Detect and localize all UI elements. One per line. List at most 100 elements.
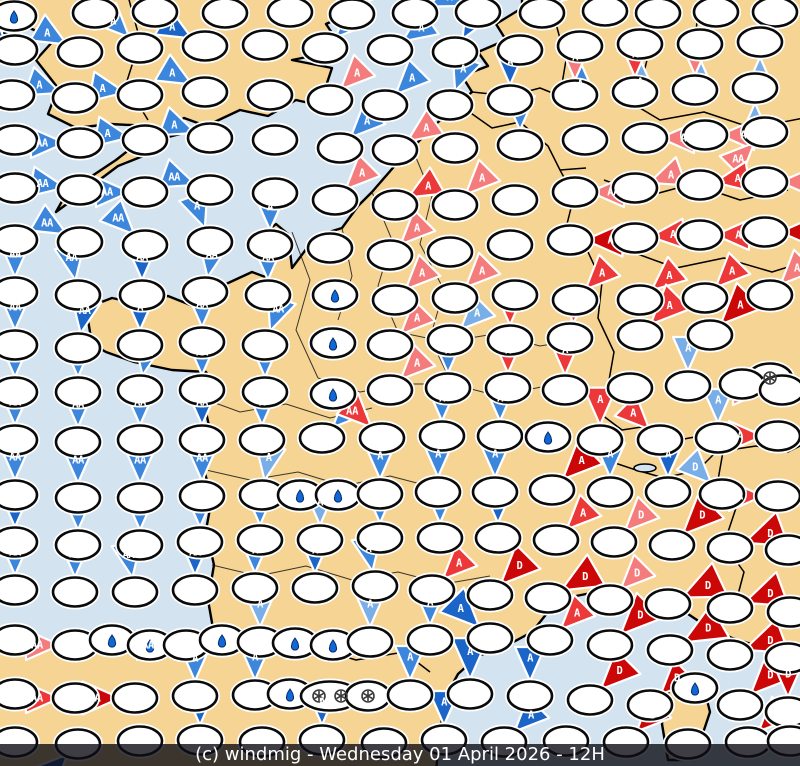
station-ellipse xyxy=(356,522,404,554)
station-ellipse xyxy=(551,284,599,316)
station-ellipse xyxy=(0,224,39,256)
arrow-letter: A xyxy=(479,173,486,185)
station-ellipse xyxy=(454,0,502,28)
station-ellipse xyxy=(736,26,784,58)
migration-arrow xyxy=(623,495,661,533)
arrow-letter: A xyxy=(377,450,384,462)
station-ellipse xyxy=(0,479,39,511)
arrow-letter: AA xyxy=(37,178,50,190)
station-ellipse xyxy=(366,374,414,406)
station-ellipse xyxy=(741,216,789,248)
station-ellipse xyxy=(551,79,599,111)
migration-arrow xyxy=(650,255,689,292)
station-ellipse xyxy=(181,30,229,62)
arrow-letter: A xyxy=(419,268,426,280)
station-ellipse xyxy=(358,422,406,454)
rain-drop-icon xyxy=(328,388,338,402)
station-ellipse xyxy=(0,79,36,111)
station-ellipse xyxy=(0,172,39,204)
station-ellipse xyxy=(431,189,479,221)
migration-arrow xyxy=(499,543,542,586)
rain-drop-icon xyxy=(328,639,338,653)
station-ellipse xyxy=(116,32,164,64)
migration-arrow xyxy=(406,108,445,143)
arrow-letter: A xyxy=(737,431,744,443)
station-ellipse xyxy=(116,374,164,406)
migration-arrow xyxy=(559,553,607,592)
station-ellipse xyxy=(0,124,39,156)
station-ellipse xyxy=(121,176,169,208)
station-ellipse xyxy=(56,127,104,159)
arrow-letter: D xyxy=(705,623,711,635)
arrow-letter: A xyxy=(599,268,606,280)
station-ellipse xyxy=(644,476,692,508)
arrow-letter: A xyxy=(580,508,587,520)
station-ellipse xyxy=(118,279,166,311)
arrow-letter: A xyxy=(171,119,178,131)
station-ellipse xyxy=(686,319,734,351)
arrow-letter: AA xyxy=(206,249,219,261)
arrow-letter: AA xyxy=(141,347,154,359)
arrow-letter: A xyxy=(507,56,514,68)
station-ellipse xyxy=(121,124,169,156)
arrow-letter: A xyxy=(252,651,259,663)
station-ellipse xyxy=(471,476,519,508)
station-ellipse xyxy=(611,222,659,254)
station-ellipse xyxy=(616,28,664,60)
station-ellipse xyxy=(181,76,229,108)
station-ellipse xyxy=(751,0,799,28)
station-ellipse xyxy=(681,119,729,151)
station-ellipse xyxy=(484,372,532,404)
arrow-letter: A xyxy=(105,128,112,140)
station-ellipse xyxy=(291,572,339,604)
station-ellipse xyxy=(754,420,800,452)
arrow-letter: AA xyxy=(272,304,285,316)
arrow-letter: A xyxy=(377,494,384,506)
arrow-letter: A xyxy=(197,696,204,708)
arrow-letter: A xyxy=(439,392,446,404)
station-ellipse xyxy=(526,624,574,656)
arrow-letter: AA xyxy=(196,298,209,310)
migration-arrow xyxy=(599,648,642,691)
arrow-letter: A xyxy=(346,406,353,418)
arrow-letter: A xyxy=(737,299,744,311)
arrow-letter: A xyxy=(423,123,430,135)
station-ellipse xyxy=(706,532,754,564)
station-ellipse xyxy=(486,84,534,116)
station-ellipse xyxy=(0,678,39,710)
station-ellipse xyxy=(621,122,669,154)
station-ellipse xyxy=(764,534,800,566)
arrow-letter: D xyxy=(516,560,522,572)
station-ellipse xyxy=(611,76,659,108)
station-ellipse xyxy=(474,522,522,554)
station-ellipse xyxy=(414,476,462,508)
arrow-letter: AA xyxy=(9,498,22,510)
migration-arrow xyxy=(565,493,603,531)
station-ellipse xyxy=(391,0,439,29)
arrow-letter: A xyxy=(192,652,199,664)
arrow-letter: AA xyxy=(134,396,147,408)
arrow-letter: A xyxy=(497,392,504,404)
arrow-letter: AA xyxy=(72,348,85,360)
station-ellipse xyxy=(241,329,289,361)
arrow-letter: AA xyxy=(79,305,92,317)
station-ellipse xyxy=(476,420,524,452)
arrow-letter: A xyxy=(414,313,421,325)
arrow-letter: A xyxy=(528,710,535,722)
arrow-letter: A xyxy=(735,173,742,185)
arrow-letter: A xyxy=(425,180,432,192)
rain-drop-icon xyxy=(290,637,300,651)
station-ellipse xyxy=(0,526,39,558)
arrow-letter: A xyxy=(670,229,677,241)
arrow-letter: A xyxy=(577,79,584,91)
arrow-letter: A xyxy=(474,308,481,320)
station-ellipse xyxy=(116,529,164,561)
station-ellipse xyxy=(586,476,634,508)
rain-drop-icon xyxy=(690,682,700,696)
arrow-letter: AA xyxy=(196,346,209,358)
station-ellipse xyxy=(746,279,794,311)
station-ellipse xyxy=(171,680,219,712)
arrow-letter: A xyxy=(414,223,421,235)
station-ellipse xyxy=(648,529,696,561)
station-ellipse xyxy=(51,576,99,608)
